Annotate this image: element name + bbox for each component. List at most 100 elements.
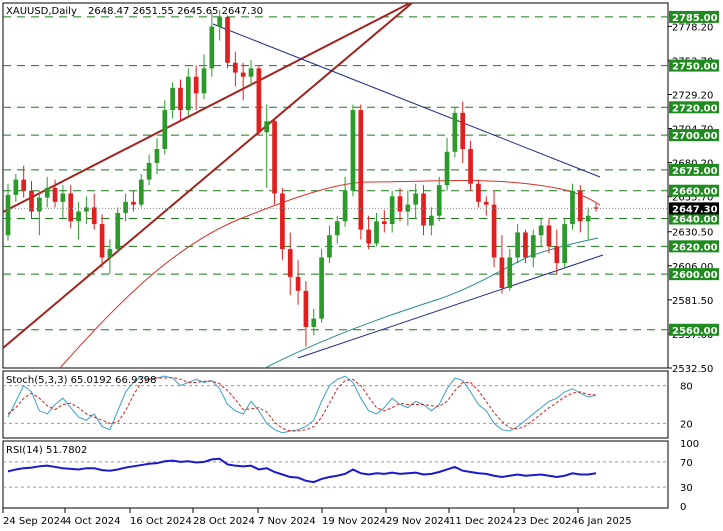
- candle-body-44: [350, 110, 356, 191]
- rsi-tick-label-1: 70: [680, 458, 693, 469]
- price-tick-label-8: 2581.50: [672, 296, 713, 307]
- candle-body-75: [593, 207, 599, 209]
- channel-upper-line: [2, 2, 411, 213]
- moving-average-red: [59, 179, 601, 369]
- x-tick-label-0: 24 Sep 2024: [3, 516, 66, 527]
- candle-body-45: [358, 110, 364, 230]
- candle-body-15: [123, 201, 128, 213]
- candle-body-57: [452, 112, 458, 152]
- x-tick-label-2: 16 Oct 2024: [130, 516, 192, 527]
- descending-resistance-line: [212, 23, 601, 178]
- rsi-line: [7, 457, 597, 484]
- rsi-tick-label-0: 100: [680, 439, 699, 450]
- candle-body-33: [264, 121, 270, 133]
- candle-body-7: [60, 193, 66, 202]
- candle-body-61: [483, 201, 489, 205]
- candle-body-9: [76, 211, 81, 222]
- candle-body-24: [193, 76, 199, 94]
- candle-body-16: [131, 201, 136, 205]
- price-tick-label-6: 2630.50: [672, 228, 713, 239]
- candle-body-34: [272, 121, 277, 194]
- rsi-indicator: 100 70 30 0: [3, 439, 699, 513]
- level-box-5: [669, 184, 719, 197]
- candle-body-4: [37, 197, 42, 212]
- moving-average-teal: [264, 237, 599, 369]
- candle-body-64: [507, 257, 513, 289]
- candle-body-20: [162, 110, 168, 149]
- rsi-label: RSI(14) 51.7802: [6, 445, 87, 456]
- trendlines: [2, 2, 604, 369]
- price-tick-label-0: 2778.20: [672, 22, 713, 33]
- candle-body-47: [374, 221, 379, 244]
- candle-body-70: [554, 246, 560, 264]
- candle-body-42: [334, 221, 340, 236]
- candle-body-39: [311, 318, 317, 327]
- x-tick-label-3: 28 Oct 2024: [193, 516, 255, 527]
- candle-body-60: [476, 183, 481, 202]
- current-price-label: 2647.30: [672, 204, 718, 215]
- candle-body-12: [99, 224, 105, 258]
- candle-body-18: [146, 162, 152, 180]
- level-label-8: 2600.00: [672, 270, 718, 281]
- candle-body-51: [405, 204, 411, 212]
- candle-body-43: [342, 190, 348, 222]
- candle-body-50: [397, 196, 403, 212]
- axes: 2778.202753.702729.202704.702680.202655.…: [2, 10, 719, 527]
- channel-lower-line: [2, 2, 413, 349]
- price-tick-label-2: 2729.20: [672, 90, 713, 101]
- candle-body-35: [280, 193, 285, 250]
- ascending-support-line: [297, 254, 604, 359]
- level-label-6: 2640.00: [672, 215, 718, 226]
- x-tick-label-7: 11 Dec 2024: [449, 516, 513, 527]
- current-price-box: [669, 202, 719, 215]
- level-label-1: 2750.00: [672, 62, 718, 73]
- rsi-tick-label-3: 0: [680, 502, 686, 513]
- level-box-7: [669, 240, 719, 253]
- candle-body-30: [240, 72, 246, 77]
- stoch-tick-label-0: 80: [680, 382, 693, 393]
- level-label-0: 2785.00: [672, 13, 718, 24]
- level-box-0: [669, 10, 719, 23]
- level-box-9: [669, 323, 719, 336]
- stoch-k-line: [7, 375, 597, 434]
- rsi-panel: [2, 440, 669, 509]
- candle-body-0: [5, 194, 11, 236]
- candle-body-3: [29, 190, 34, 212]
- candle-body-55: [436, 185, 442, 216]
- candle-body-13: [107, 249, 113, 258]
- candle-body-56: [444, 151, 450, 186]
- candle-body-74: [585, 215, 591, 222]
- candle-body-46: [366, 229, 371, 244]
- rsi-tick-label-2: 30: [680, 483, 693, 494]
- level-label-2: 2720.00: [672, 103, 718, 114]
- candle-body-19: [154, 149, 160, 163]
- main-panel: [2, 2, 669, 369]
- candle-body-10: [84, 207, 89, 212]
- candle-body-14: [115, 212, 121, 250]
- level-label-4: 2675.00: [672, 166, 718, 177]
- x-tick-label-5: 19 Nov 2024: [322, 516, 386, 527]
- candle-body-66: [523, 232, 528, 258]
- x-tick-label-6: 29 Nov 2024: [386, 516, 450, 527]
- candle-body-62: [491, 204, 497, 258]
- candle-body-63: [499, 257, 505, 289]
- level-box-2: [669, 101, 719, 114]
- x-tick-label-4: 7 Nov 2024: [258, 516, 316, 527]
- chart-header-ohlc: 2648.47 2651.55 2645.65 2647.30: [88, 6, 263, 17]
- candle-body-72: [570, 190, 575, 225]
- candle-body-69: [546, 225, 552, 247]
- level-label-5: 2660.00: [672, 187, 718, 198]
- candle-body-36: [287, 249, 293, 277]
- x-tick-label-1: 4 Oct 2024: [65, 516, 120, 527]
- candle-body-1: [13, 179, 19, 195]
- candle-body-28: [225, 16, 230, 63]
- candle-body-22: [178, 87, 183, 111]
- candle-body-26: [209, 26, 215, 69]
- stoch-label: Stoch(5,3,3) 65.0192 66.9398: [6, 375, 157, 386]
- stoch-panel: [2, 370, 669, 439]
- candle-body-49: [389, 196, 395, 225]
- candles: [5, 9, 599, 347]
- candle-body-8: [68, 193, 74, 222]
- stochastic-oscillator: 80 20: [3, 375, 693, 434]
